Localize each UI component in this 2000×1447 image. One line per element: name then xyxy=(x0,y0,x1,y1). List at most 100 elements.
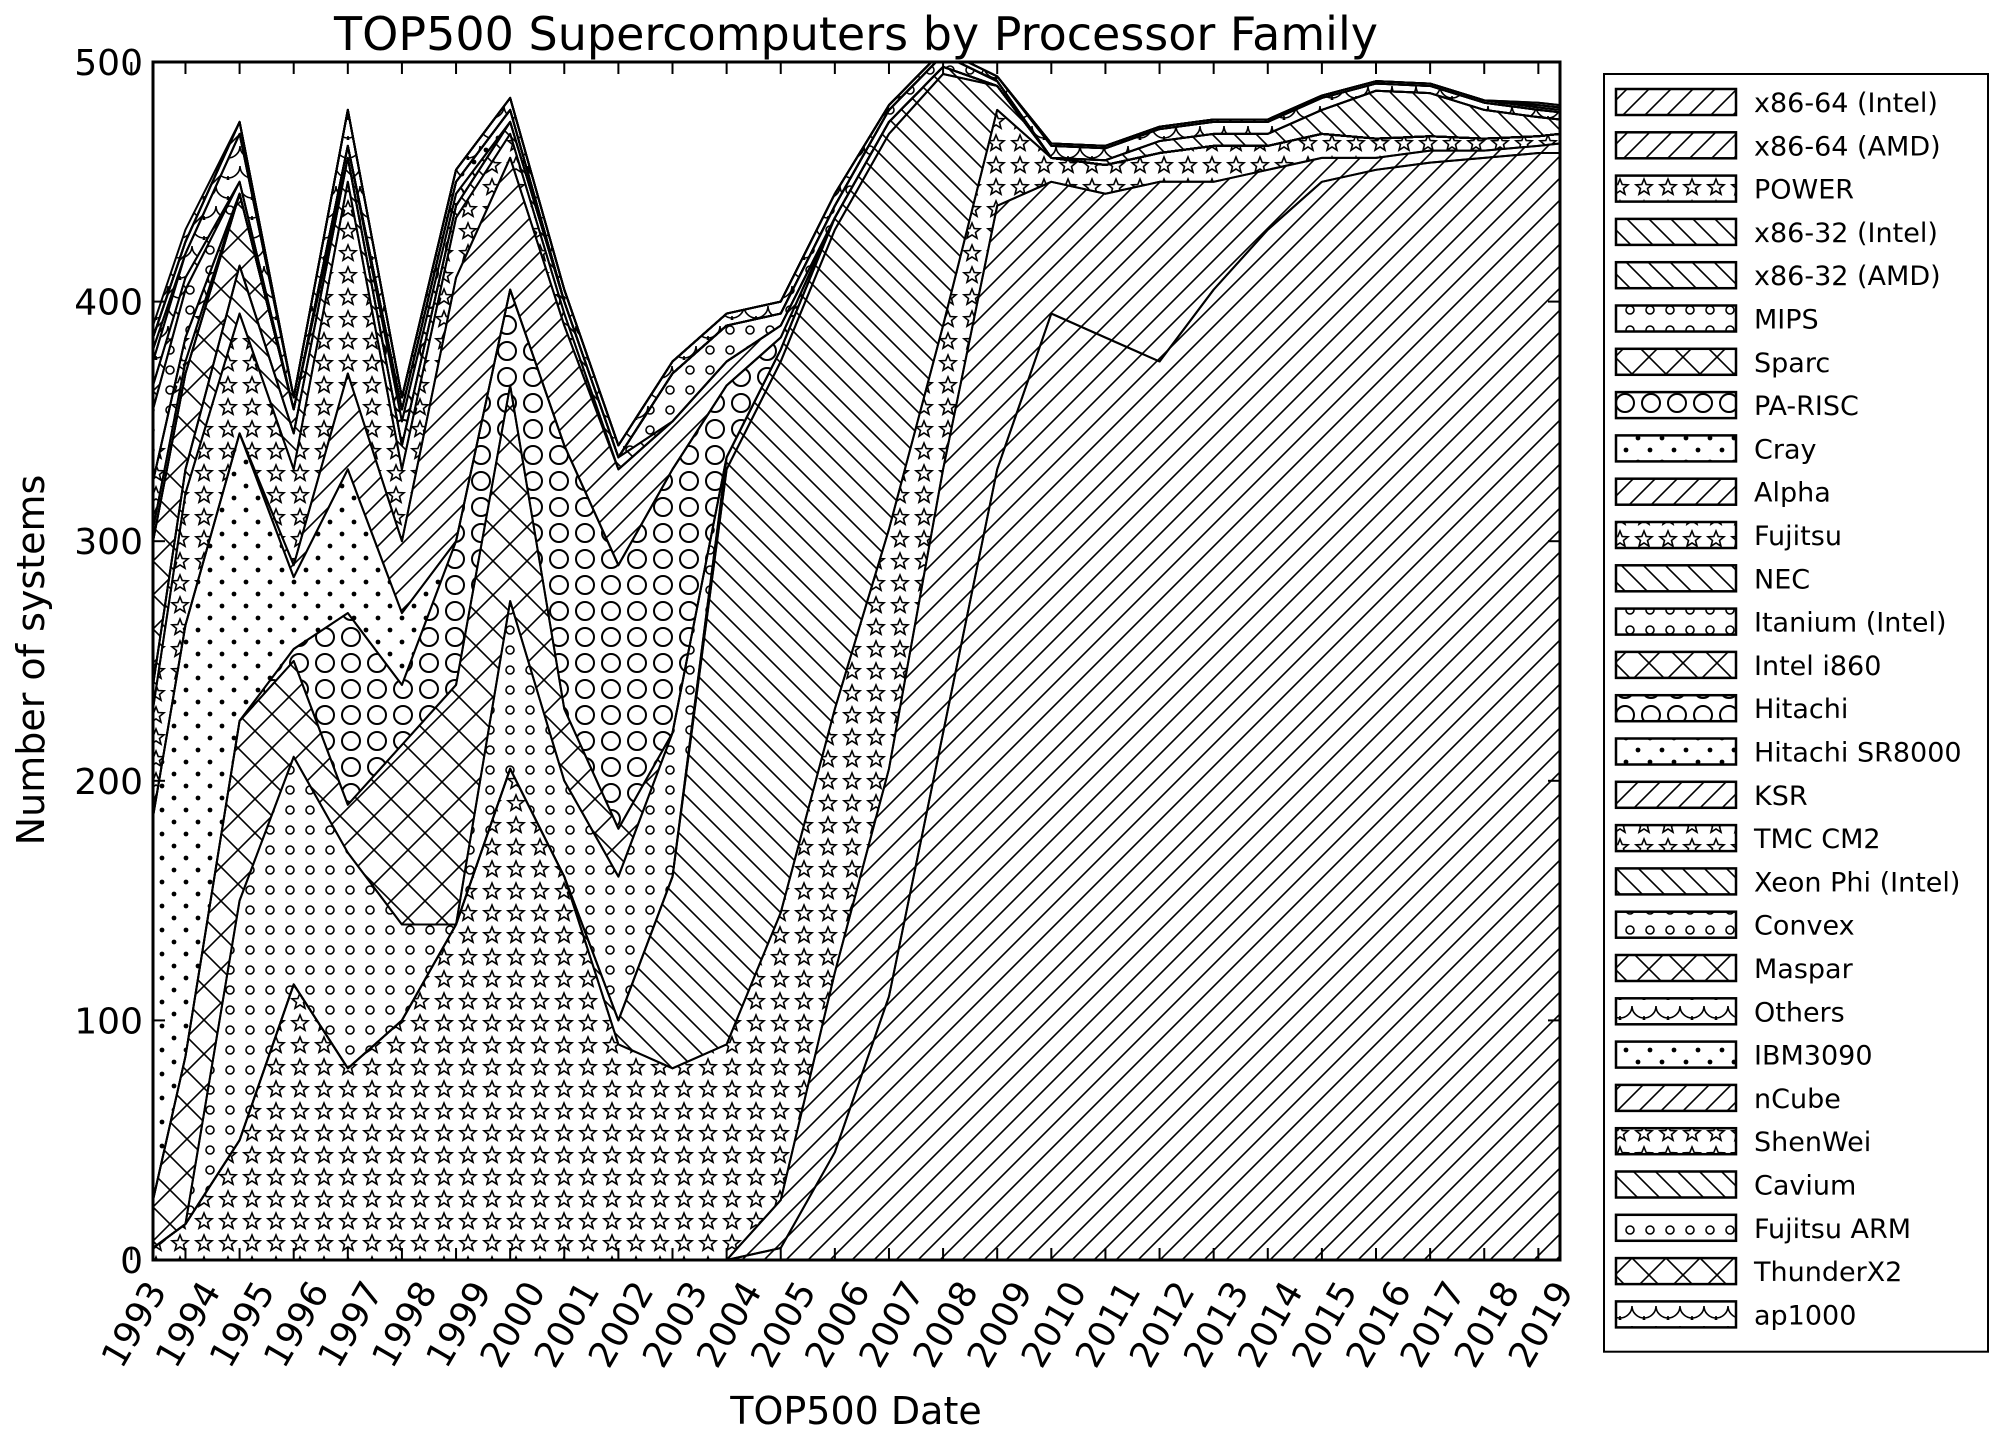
legend-label: x86-32 (AMD) xyxy=(1754,261,1941,292)
legend-entry-power: POWER xyxy=(1614,174,1854,206)
legend-swatch xyxy=(1614,1083,1738,1113)
legend-entry-x86-64-amd: x86-64 (AMD) xyxy=(1614,131,1941,162)
legend-label: TMC CM2 xyxy=(1753,824,1881,855)
legend-entry-others: Others xyxy=(1614,997,1845,1028)
legend-swatch xyxy=(1614,260,1738,290)
legend-label: POWER xyxy=(1754,175,1854,206)
chart-title: TOP500 Supercomputers by Processor Famil… xyxy=(333,7,1378,61)
legend-swatch xyxy=(1614,217,1738,247)
legend-label: MIPS xyxy=(1754,305,1819,336)
legend-label: IBM3090 xyxy=(1754,1041,1873,1072)
legend-label: nCube xyxy=(1754,1084,1841,1115)
legend-label: Cavium xyxy=(1754,1171,1856,1202)
legend-swatch xyxy=(1614,823,1738,853)
legend-label: ap1000 xyxy=(1754,1300,1856,1331)
legend-label: Intel i860 xyxy=(1754,651,1881,682)
legend-entry-ksr: KSR xyxy=(1614,780,1808,812)
legend-label: PA-RISC xyxy=(1754,391,1859,422)
legend-swatch xyxy=(1614,1213,1738,1243)
y-tick-label: 100 xyxy=(74,1001,143,1042)
legend-swatch xyxy=(1614,477,1738,506)
legend-label: Xeon Phi (Intel) xyxy=(1754,867,1960,898)
y-tick-label: 500 xyxy=(74,43,143,84)
legend-label: Maspar xyxy=(1754,954,1854,985)
legend-entry-x86-32-amd: x86-32 (AMD) xyxy=(1614,260,1941,292)
y-axis-label: Number of systems xyxy=(9,475,53,846)
y-tick-label: 400 xyxy=(74,283,143,324)
legend-swatch xyxy=(1614,1256,1738,1286)
legend-entry-nec: NEC xyxy=(1614,564,1810,595)
legend-entry-shenwei: ShenWei xyxy=(1614,1126,1871,1158)
legend-swatch xyxy=(1614,867,1738,896)
legend-label: Convex xyxy=(1754,911,1855,942)
legend-swatch xyxy=(1614,434,1738,463)
legend-entry-x86-32-intel: x86-32 (Intel) xyxy=(1614,217,1938,249)
legend-entry-cray: Cray xyxy=(1614,434,1816,465)
legend-label: ShenWei xyxy=(1754,1127,1871,1158)
legend-swatch xyxy=(1614,910,1738,939)
area-ap1000 xyxy=(153,62,1560,447)
y-tick-label: 200 xyxy=(74,762,143,803)
legend-swatch xyxy=(1614,520,1738,550)
legend-entry-sparc: Sparc xyxy=(1614,347,1830,379)
legend-swatch xyxy=(1614,1300,1738,1329)
x-axis-label: TOP500 Date xyxy=(729,1389,981,1433)
legend-swatch xyxy=(1614,780,1738,810)
legend-entry-intel-i860: Intel i860 xyxy=(1614,650,1881,682)
legend-swatch xyxy=(1614,650,1738,680)
legend-entry-thunderx2: ThunderX2 xyxy=(1614,1256,1902,1288)
legend-label: Sparc xyxy=(1754,348,1830,379)
legend-swatch xyxy=(1614,87,1738,117)
legend-label: Fujitsu ARM xyxy=(1754,1214,1911,1245)
legend-label: ThunderX2 xyxy=(1753,1257,1902,1288)
legend-swatch xyxy=(1614,304,1738,333)
legend-entry-mips: MIPS xyxy=(1614,304,1819,336)
area-layers xyxy=(153,62,1560,1260)
legend-entry-ibm3090: IBM3090 xyxy=(1614,1040,1873,1072)
legend-entry-x86-64-intel: x86-64 (Intel) xyxy=(1614,87,1938,119)
legend-entry-convex: Convex xyxy=(1614,910,1855,942)
legend-entry-fujitsu: Fujitsu xyxy=(1614,520,1842,552)
legend-entry-fujitsu-arm: Fujitsu ARM xyxy=(1614,1213,1911,1245)
legend-label: x86-64 (Intel) xyxy=(1754,88,1938,119)
legend-label: KSR xyxy=(1754,781,1808,812)
legend-label: Itanium (Intel) xyxy=(1754,608,1947,639)
legend-label: Cray xyxy=(1754,434,1816,465)
legend-entry-hitachi-sr8000: Hitachi SR8000 xyxy=(1614,737,1962,769)
legend-entry-ncube: nCube xyxy=(1614,1083,1841,1115)
legend-swatch xyxy=(1614,953,1738,983)
legend-label: Hitachi xyxy=(1754,694,1848,725)
legend-entry-itanium-intel: Itanium (Intel) xyxy=(1614,607,1947,639)
legend-swatch xyxy=(1614,347,1738,377)
legend-swatch xyxy=(1614,564,1738,593)
legend-swatch xyxy=(1614,174,1738,203)
y-tick-label: 300 xyxy=(74,522,143,563)
legend-label: x86-32 (Intel) xyxy=(1754,218,1938,249)
legend-swatch xyxy=(1614,1170,1738,1199)
legend: x86-64 (Intel) x86-64 (AMD) POWER x86-32 (I… xyxy=(1603,73,1989,1353)
legend-swatch xyxy=(1614,997,1738,1026)
legend-swatch xyxy=(1614,1040,1738,1069)
legend-label: NEC xyxy=(1754,564,1810,595)
legend-swatch xyxy=(1614,607,1738,636)
legend-entry-xeon-phi-intel: Xeon Phi (Intel) xyxy=(1614,867,1960,898)
y-axis: 0 100 200 300 400 500 xyxy=(74,43,1560,1282)
legend-label: x86-64 (AMD) xyxy=(1754,131,1941,162)
y-tick-label: 0 xyxy=(120,1241,143,1282)
legend-entry-ap1000: ap1000 xyxy=(1614,1300,1856,1331)
area-x86-64-intel xyxy=(153,152,1560,1260)
plot-frame xyxy=(151,60,1562,1262)
legend-entry-tmc-cm2: TMC CM2 xyxy=(1614,823,1881,855)
legend-label: Fujitsu xyxy=(1754,521,1842,552)
legend-entry-pa-risc: PA-RISC xyxy=(1614,390,1859,422)
legend-swatch xyxy=(1614,1126,1738,1156)
legend-label: Alpha xyxy=(1754,478,1831,509)
legend-entry-maspar: Maspar xyxy=(1614,953,1854,985)
legend-entry-cavium: Cavium xyxy=(1614,1170,1856,1202)
legend-swatch xyxy=(1614,693,1738,723)
area-x86-64-amd xyxy=(153,142,1560,1260)
legend-entry-hitachi: Hitachi xyxy=(1614,693,1848,725)
legend-label: Others xyxy=(1754,997,1845,1028)
legend-entry-alpha: Alpha xyxy=(1614,477,1831,509)
legend-swatch xyxy=(1614,737,1738,766)
